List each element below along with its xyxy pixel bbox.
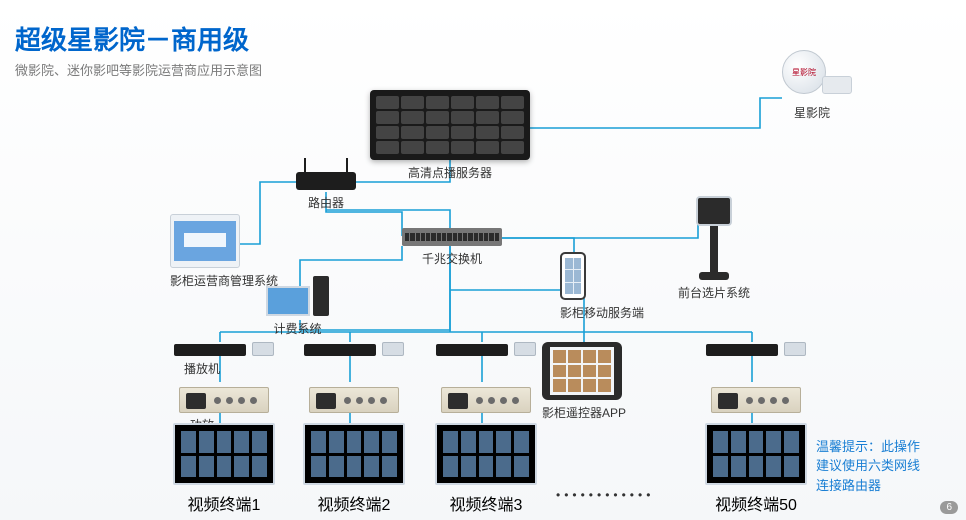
- node-vod-server: 高清点播服务器: [370, 90, 530, 181]
- terminal-label: 视频终端3: [430, 491, 542, 515]
- server-rack-icon: [370, 90, 530, 160]
- settop-row: [700, 342, 812, 361]
- switch-icon: [402, 228, 502, 246]
- amplifier-icon: [309, 387, 399, 413]
- phone-icon: [560, 252, 586, 300]
- mobile-label: 影柜移动服务端: [560, 304, 644, 321]
- tv-screen-icon: [303, 423, 405, 485]
- terminal-column: 视频终端50: [700, 342, 812, 515]
- settop-box-icon: [174, 344, 246, 356]
- amplifier-icon: [711, 387, 801, 413]
- remote-app-label: 影柜遥控器APP: [542, 404, 626, 421]
- kiosk-icon: [696, 200, 732, 280]
- page-subtitle: 微影院、迷你影吧等影院运营商应用示意图: [15, 60, 262, 79]
- settop-row: [430, 342, 542, 361]
- management-label: 影柜运营商管理系统: [170, 272, 278, 289]
- settop-box-icon: [706, 344, 778, 356]
- router-icon: [296, 172, 356, 190]
- tablet-icon: [542, 342, 622, 400]
- node-switch: 千兆交换机: [402, 228, 502, 267]
- satellite-dish-icon: 星影院: [782, 56, 842, 100]
- node-satellite: 星影院 星影院: [782, 56, 842, 121]
- page-number-badge: 6: [940, 501, 958, 514]
- tv-screen-icon: [173, 423, 275, 485]
- settop-row: [298, 342, 410, 361]
- settop-box-icon: [304, 344, 376, 356]
- amplifier-icon: [441, 387, 531, 413]
- hint-line-2: 建议使用六类网线: [816, 458, 920, 473]
- speaker-icon: [252, 342, 274, 356]
- settop-box-icon: [436, 344, 508, 356]
- speaker-icon: [514, 342, 536, 356]
- amplifier-icon: [179, 387, 269, 413]
- hint-line-3: 连接路由器: [816, 478, 881, 493]
- settop-row: [168, 342, 280, 361]
- terminal-ellipsis: ••••••••••••: [556, 488, 654, 502]
- node-router: 路由器: [296, 172, 356, 211]
- speaker-icon: [382, 342, 404, 356]
- terminal-column: 视频终端3: [430, 342, 542, 515]
- speaker-icon: [784, 342, 806, 356]
- node-remote-app: 影柜遥控器APP: [542, 342, 626, 421]
- router-label: 路由器: [296, 194, 356, 211]
- billing-label: 计费系统: [266, 320, 329, 337]
- terminal-label: 视频终端1: [168, 491, 280, 515]
- receiver-box-icon: [822, 76, 852, 94]
- switch-label: 千兆交换机: [402, 250, 502, 267]
- page-title: 超级星影院－商用级: [15, 20, 249, 57]
- satellite-label: 星影院: [782, 104, 842, 121]
- node-billing-system: 计费系统: [266, 276, 329, 337]
- tv-screen-icon: [435, 423, 537, 485]
- node-mobile-service: 影柜移动服务端: [560, 252, 644, 321]
- terminal-column: 视频终端2: [298, 342, 410, 515]
- terminal-label: 视频终端50: [700, 491, 812, 515]
- hint-note: 温馨提示：此操作 建议使用六类网线 连接路由器: [816, 437, 946, 496]
- dish-logo-text: 星影院: [792, 67, 816, 78]
- pc-icon: [266, 276, 329, 316]
- tv-screen-icon: [705, 423, 807, 485]
- terminal-label: 视频终端2: [298, 491, 410, 515]
- server-label: 高清点播服务器: [370, 164, 530, 181]
- kiosk-label: 前台选片系统: [678, 284, 750, 301]
- hint-line-1: 温馨提示：此操作: [816, 439, 920, 454]
- node-management-system: 影柜运营商管理系统: [170, 214, 278, 289]
- monitor-icon: [170, 214, 240, 268]
- dish-plate: 星影院: [782, 50, 826, 94]
- terminal-column: 视频终端1: [168, 342, 280, 515]
- node-kiosk: 前台选片系统: [678, 200, 750, 301]
